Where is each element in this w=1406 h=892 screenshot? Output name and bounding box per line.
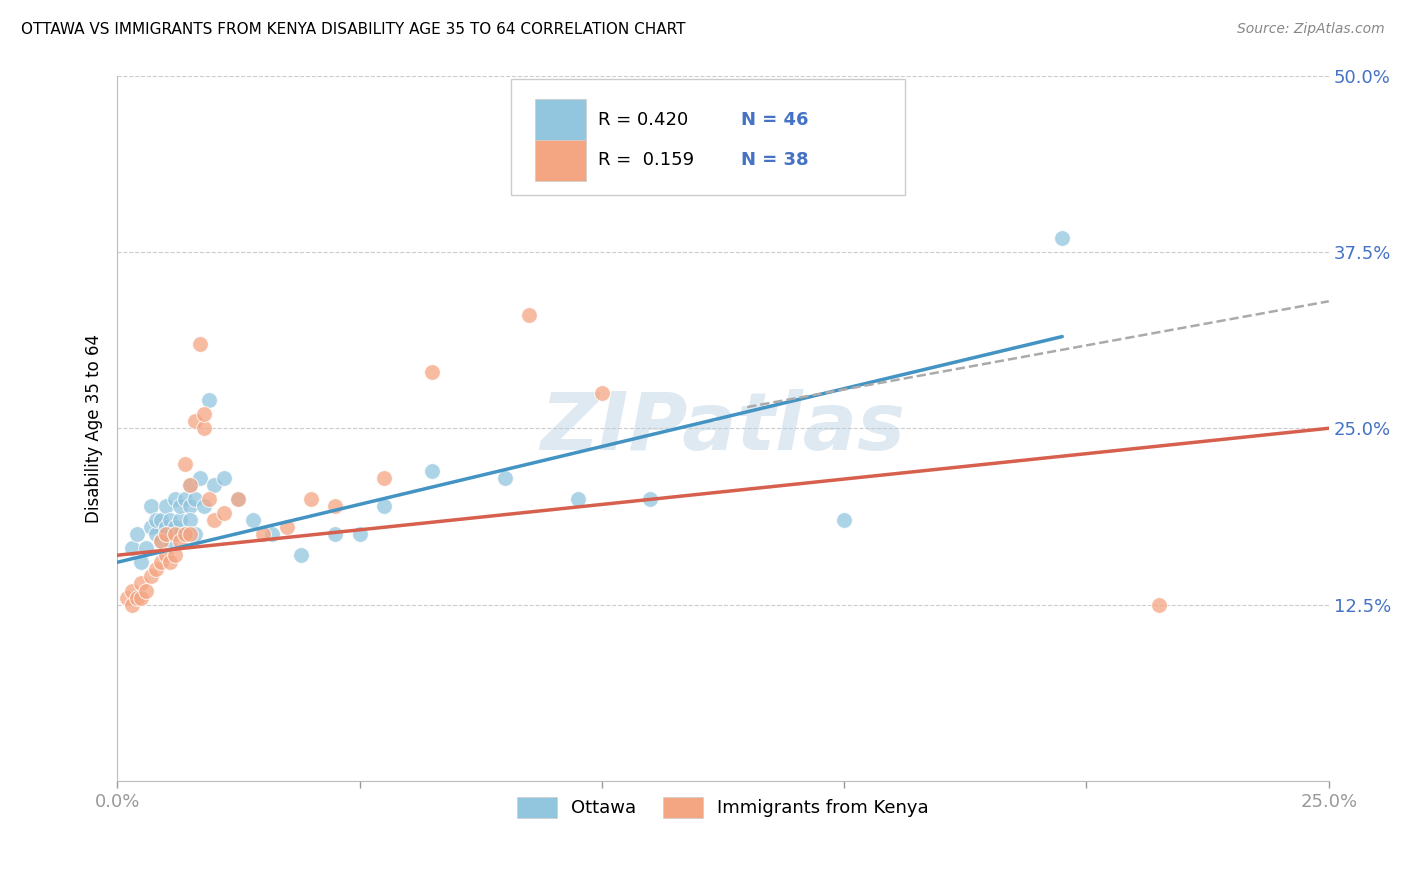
Y-axis label: Disability Age 35 to 64: Disability Age 35 to 64	[86, 334, 103, 523]
Point	[242, 513, 264, 527]
FancyBboxPatch shape	[510, 79, 904, 195]
Point	[145, 513, 167, 527]
Point	[202, 513, 225, 527]
Text: R =  0.159: R = 0.159	[598, 151, 695, 169]
Point	[228, 491, 250, 506]
Point	[165, 527, 187, 541]
Point	[121, 598, 143, 612]
Point	[323, 499, 346, 513]
Point	[179, 513, 201, 527]
Point	[1147, 598, 1170, 612]
Point	[155, 548, 177, 562]
Text: N = 46: N = 46	[741, 111, 808, 129]
Point	[155, 520, 177, 534]
Point	[193, 421, 215, 435]
Point	[420, 365, 443, 379]
Point	[155, 499, 177, 513]
Point	[149, 534, 172, 549]
Text: Source: ZipAtlas.com: Source: ZipAtlas.com	[1237, 22, 1385, 37]
Point	[299, 491, 322, 506]
Point	[169, 534, 191, 549]
Point	[179, 499, 201, 513]
Point	[169, 499, 191, 513]
Point	[149, 534, 172, 549]
Point	[174, 491, 197, 506]
Point	[139, 520, 162, 534]
Point	[188, 470, 211, 484]
Point	[165, 520, 187, 534]
Point	[228, 491, 250, 506]
Point	[159, 555, 181, 569]
Point	[165, 527, 187, 541]
Point	[212, 470, 235, 484]
Point	[591, 386, 613, 401]
Point	[139, 499, 162, 513]
Point	[640, 491, 662, 506]
Point	[135, 583, 157, 598]
Legend: Ottawa, Immigrants from Kenya: Ottawa, Immigrants from Kenya	[509, 789, 936, 825]
Point	[198, 491, 221, 506]
Point	[131, 591, 153, 605]
FancyBboxPatch shape	[536, 99, 586, 140]
Point	[349, 527, 371, 541]
Point	[121, 541, 143, 556]
Point	[179, 477, 201, 491]
Point	[169, 513, 191, 527]
Point	[1050, 231, 1073, 245]
Point	[145, 527, 167, 541]
Point	[517, 309, 540, 323]
Point	[373, 499, 395, 513]
Point	[174, 527, 197, 541]
Point	[183, 414, 205, 428]
Text: N = 38: N = 38	[741, 151, 808, 169]
Point	[212, 506, 235, 520]
Point	[373, 470, 395, 484]
Point	[323, 527, 346, 541]
Point	[420, 464, 443, 478]
Point	[179, 477, 201, 491]
Text: ZIPatlas: ZIPatlas	[540, 389, 905, 467]
Point	[252, 527, 274, 541]
Point	[155, 527, 177, 541]
Point	[494, 470, 516, 484]
Point	[174, 457, 197, 471]
Point	[115, 591, 138, 605]
Text: R = 0.420: R = 0.420	[598, 111, 689, 129]
Point	[165, 548, 187, 562]
Point	[125, 591, 148, 605]
Point	[193, 407, 215, 421]
Point	[159, 534, 181, 549]
Point	[202, 477, 225, 491]
Point	[131, 576, 153, 591]
Point	[165, 491, 187, 506]
Point	[262, 527, 284, 541]
Text: OTTAWA VS IMMIGRANTS FROM KENYA DISABILITY AGE 35 TO 64 CORRELATION CHART: OTTAWA VS IMMIGRANTS FROM KENYA DISABILI…	[21, 22, 686, 37]
Point	[183, 527, 205, 541]
Point	[169, 527, 191, 541]
FancyBboxPatch shape	[536, 140, 586, 181]
Point	[149, 555, 172, 569]
Point	[125, 527, 148, 541]
Point	[145, 562, 167, 576]
Point	[179, 527, 201, 541]
Point	[567, 491, 589, 506]
Point	[183, 491, 205, 506]
Point	[131, 555, 153, 569]
Point	[155, 527, 177, 541]
Point	[121, 583, 143, 598]
Point	[832, 513, 855, 527]
Point	[139, 569, 162, 583]
Point	[276, 520, 298, 534]
Point	[149, 513, 172, 527]
Point	[290, 548, 312, 562]
Point	[159, 513, 181, 527]
Point	[193, 499, 215, 513]
Point	[135, 541, 157, 556]
Point	[174, 527, 197, 541]
Point	[188, 336, 211, 351]
Point	[198, 392, 221, 407]
